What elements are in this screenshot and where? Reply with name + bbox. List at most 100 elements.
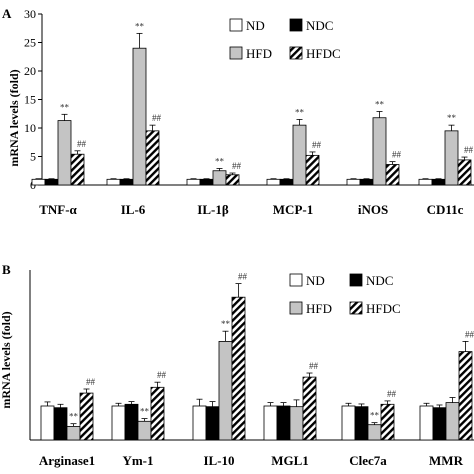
y-tick-label: 5 [30,150,36,164]
y-tick-label: 30 [24,7,36,21]
significance-mark: ## [232,161,242,171]
bar-hfdc [380,403,395,441]
bar-ndc [119,178,134,186]
bar-nd [186,178,201,186]
significance-mark: ## [309,361,319,371]
y-axis-label: mRNA levels (fold) [0,311,13,408]
bar-nd [341,405,356,441]
bar-ndc [432,407,447,441]
bar-ndc [199,178,214,186]
significance-mark: ** [69,412,79,422]
category-label: MGL1 [271,453,309,468]
bar-ndc [53,407,68,441]
category-label: IL-6 [121,202,146,217]
legend-swatch [229,18,243,32]
legend-swatch [289,273,303,287]
bar-nd [192,405,207,441]
bar-hfdc [385,164,400,186]
bar-nd [111,405,126,441]
bar-hfd [137,420,152,441]
bar-ndc [276,405,291,441]
category-label: TNF-α [39,202,77,217]
legend-label: HFDC [366,301,401,316]
y-tick-label: 15 [24,93,36,107]
bar-nd [263,405,278,441]
bar-hfd [212,170,227,186]
category-label: MCP-1 [273,202,313,217]
bar-ndc [44,178,59,186]
significance-mark: ** [140,407,150,417]
bar-ndc [354,406,369,441]
category-label: iNOS [358,202,388,217]
bar-ndc [359,178,374,186]
significance-mark: ## [238,272,248,282]
bar-hfd [66,425,81,441]
significance-mark: ** [447,113,457,123]
bar-hfdc [79,392,94,441]
bar-hfdc [305,154,320,186]
legend-swatch [289,301,303,315]
category-label: Clec7a [349,453,387,468]
bar-hfdc [457,159,472,186]
significance-mark: ** [375,99,385,109]
bar-ndc [279,178,294,186]
significance-mark: ## [464,145,474,155]
significance-mark: ** [135,21,145,31]
significance-mark: ## [86,377,96,387]
bar-hfdc [458,351,473,441]
significance-mark: ** [60,102,70,112]
y-tick-label: 20 [24,64,36,78]
legend-swatch [349,273,363,287]
panel-label: B [2,262,11,277]
bar-hfd [292,124,307,186]
bar-hfd [367,424,382,441]
legend-label: HFDC [306,46,341,61]
category-label: CD11c [427,202,464,217]
bar-nd [106,178,121,186]
significance-mark: ## [312,140,322,150]
legend-label: NDC [306,18,333,33]
significance-mark: ## [77,139,87,149]
bar-nd [346,178,361,186]
bar-hfd [218,340,233,441]
bar-hfdc [302,376,317,441]
bar-ndc [205,406,220,441]
bar-hfdc [70,153,85,186]
panel-a: 051015202530mRNA levels (fold)**##TNF-α*… [2,6,474,217]
y-tick-label: 10 [24,121,36,135]
panel-b: mRNA levels (fold) ** ## Arginase1 ** ## Ym-1 *… [0,262,474,468]
bar-nd [266,178,281,186]
bar-hfd [289,406,304,441]
category-label: Ym-1 [122,453,153,468]
significance-mark: ## [465,329,474,339]
significance-mark: ** [221,319,231,329]
y-tick-label: 25 [24,36,36,50]
significance-mark: ## [387,389,397,399]
bar-hfd [444,130,459,186]
category-label: MMR [429,453,464,468]
bar-nd [419,405,434,441]
legend-swatch [229,46,243,60]
bar-hfd [445,402,460,441]
significance-mark: ## [152,113,162,123]
significance-mark: ## [392,150,402,160]
bar-hfdc [231,296,246,441]
legend-label: HFD [306,301,332,316]
bar-hfdc [145,130,160,186]
legend-label: NDC [366,273,393,288]
bar-ndc [431,178,446,186]
legend-swatch [289,46,303,60]
bar-hfd [132,47,147,186]
significance-mark: ** [295,107,305,117]
legend-swatch [349,301,363,315]
y-axis-label: mRNA levels (fold) [7,69,21,166]
legend-swatch [289,18,303,32]
bar-hfd [57,120,72,186]
legend-label: ND [306,273,325,288]
bar-hfdc [150,386,165,441]
significance-mark: ** [370,411,380,421]
bar-hfdc [225,174,240,186]
category-label: IL-10 [203,453,234,468]
category-label: IL-1β [197,202,229,217]
